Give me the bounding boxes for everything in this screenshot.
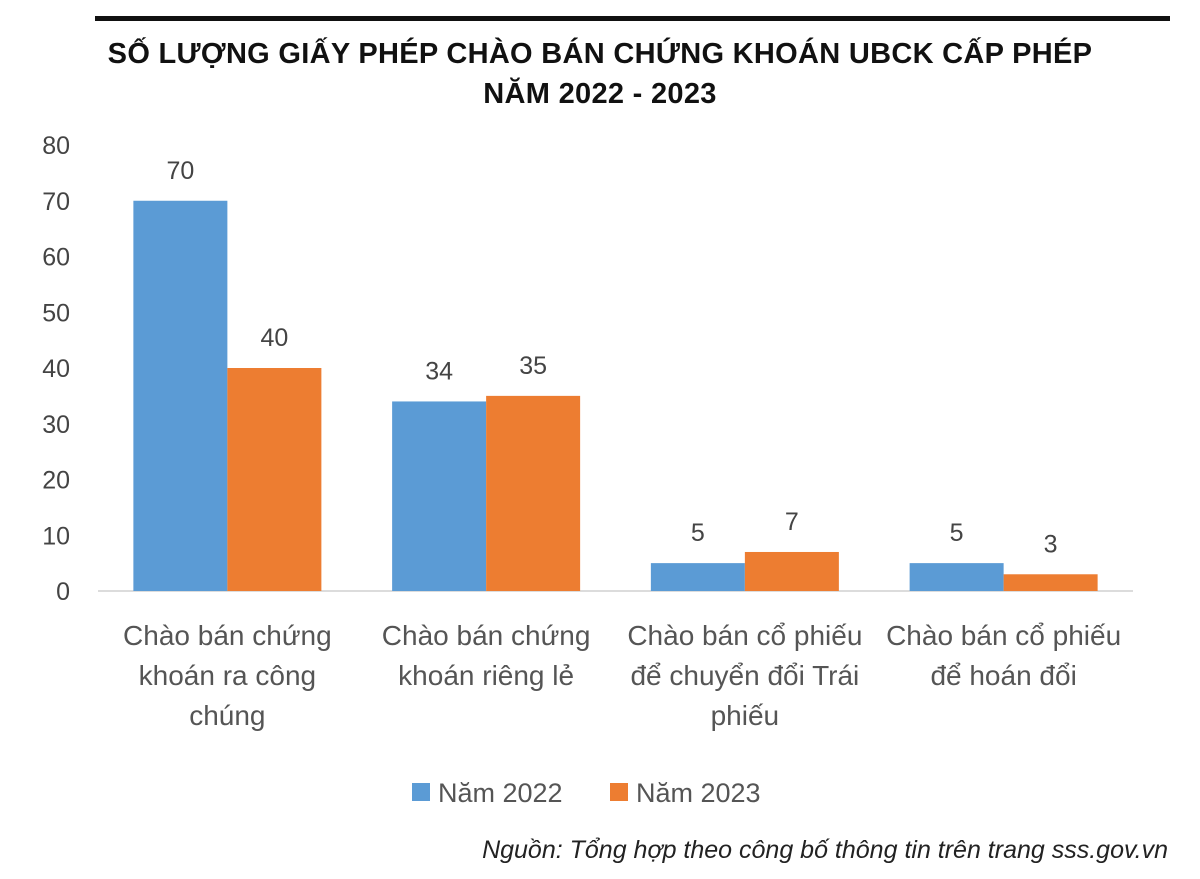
bar-năm-2023 xyxy=(744,551,839,591)
x-category-label: Chào bán cổ phiếu xyxy=(886,620,1121,651)
x-category-label: chúng xyxy=(189,700,265,731)
top-rule xyxy=(95,16,1170,21)
bar-năm-2023 xyxy=(227,368,322,591)
y-tick-label: 70 xyxy=(42,188,70,216)
x-category-label: khoán riêng lẻ xyxy=(398,660,574,691)
y-tick-label: 50 xyxy=(42,299,70,327)
data-label: 35 xyxy=(519,352,547,380)
data-label: 5 xyxy=(691,519,705,547)
bar-năm-2022 xyxy=(909,563,1004,591)
y-tick-label: 80 xyxy=(42,132,70,160)
data-label: 40 xyxy=(260,324,288,352)
x-category-label: Chào bán chứng xyxy=(123,620,332,651)
data-label: 3 xyxy=(1044,530,1058,558)
legend-swatch xyxy=(610,783,628,801)
x-category-label: để chuyển đổi Trái xyxy=(630,660,859,691)
bar-năm-2022 xyxy=(392,401,487,591)
x-category-label: Chào bán chứng xyxy=(382,620,591,651)
y-tick-label: 30 xyxy=(42,411,70,439)
y-tick-label: 10 xyxy=(42,522,70,550)
data-label: 34 xyxy=(425,357,453,385)
bar-năm-2022 xyxy=(650,563,745,591)
legend-label: Năm 2022 xyxy=(438,778,563,808)
data-label: 70 xyxy=(166,157,194,185)
chart-title-line-1: SỐ LƯỢNG GIẤY PHÉP CHÀO BÁN CHỨNG KHOÁN … xyxy=(107,38,1093,70)
legend-label: Năm 2023 xyxy=(636,778,761,808)
y-tick-label: 40 xyxy=(42,355,70,383)
data-label: 7 xyxy=(785,508,799,536)
data-label: 5 xyxy=(950,519,964,547)
y-tick-label: 20 xyxy=(42,467,70,495)
chart-title-line-2: NĂM 2022 - 2023 xyxy=(483,78,717,110)
legend-swatch xyxy=(412,783,430,801)
x-category-label: Chào bán cổ phiếu xyxy=(627,620,862,651)
y-tick-label: 60 xyxy=(42,244,70,272)
x-category-label: phiếu xyxy=(711,700,780,731)
x-category-label: để hoán đổi xyxy=(930,660,1076,691)
source-note: Nguồn: Tổng hợp theo công bố thông tin t… xyxy=(482,836,1168,864)
y-tick-label: 0 xyxy=(56,578,70,606)
bar-năm-2023 xyxy=(486,395,581,591)
x-category-label: khoán ra công xyxy=(139,660,316,691)
bar-năm-2022 xyxy=(133,200,228,591)
bar-năm-2023 xyxy=(1003,574,1098,591)
